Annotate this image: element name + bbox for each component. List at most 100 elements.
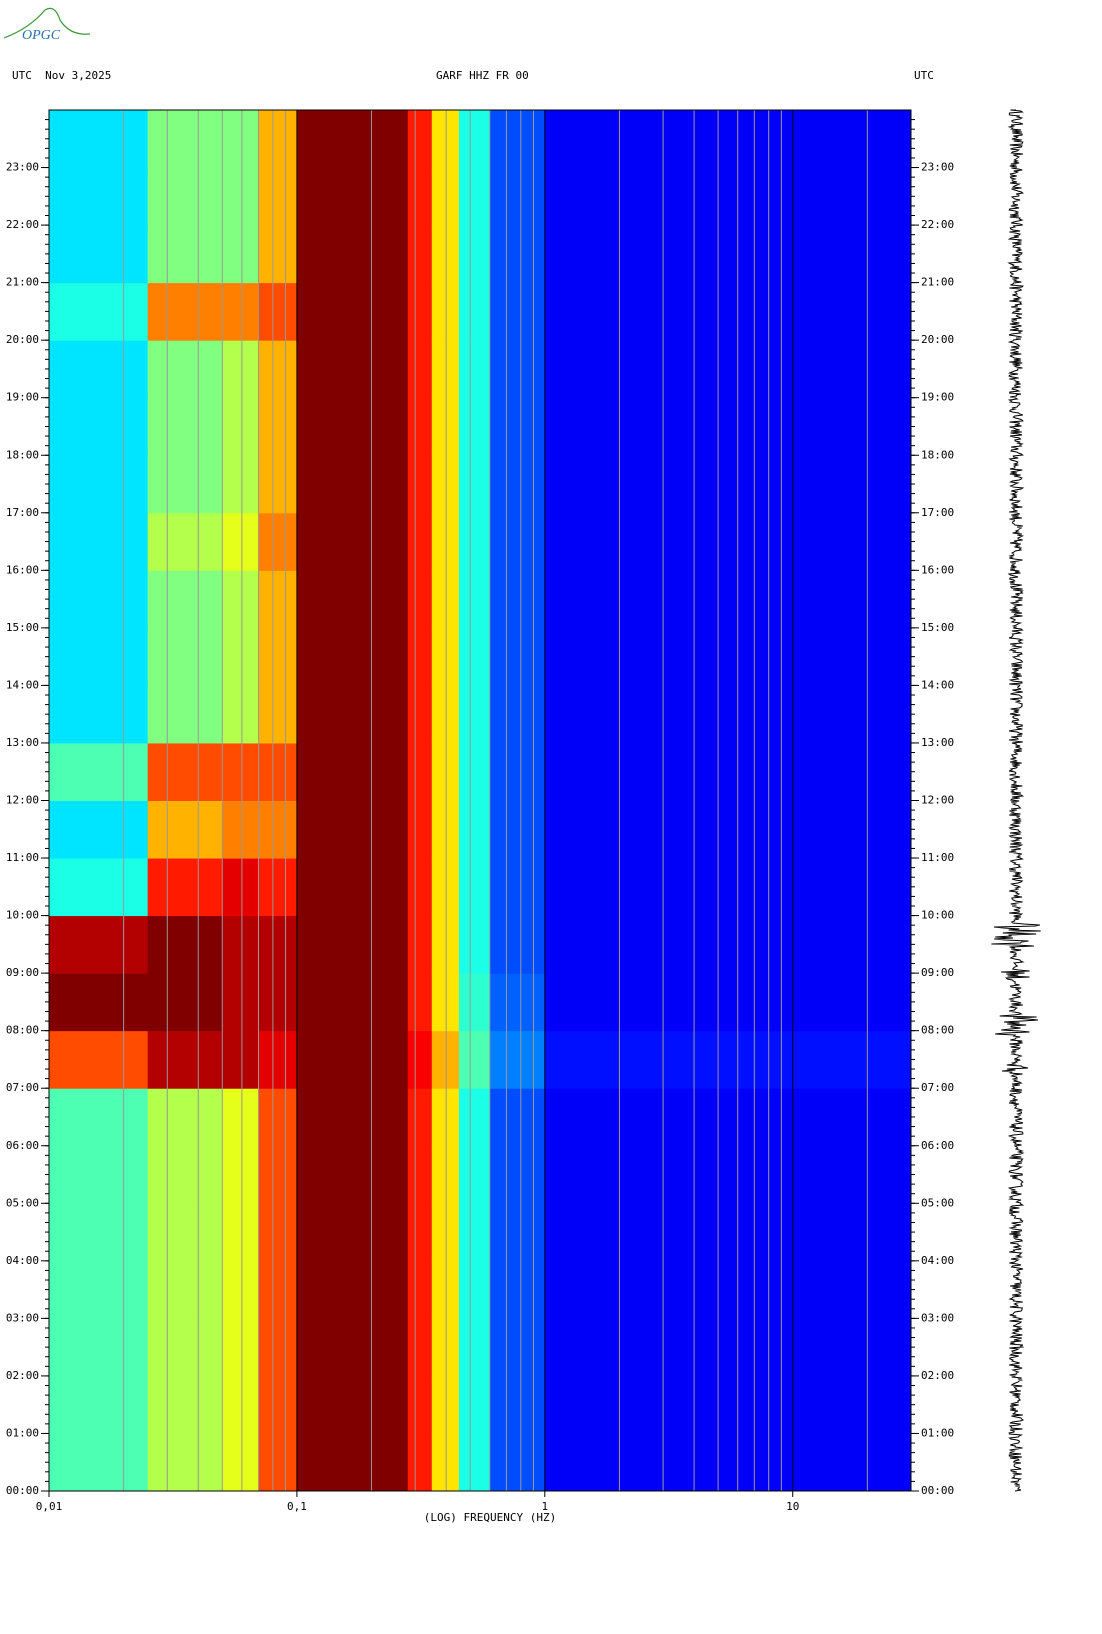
heatmap-cell <box>296 512 409 571</box>
heatmap-cell <box>222 1260 260 1319</box>
heatmap-cell <box>222 627 260 686</box>
heatmap-cell <box>222 512 260 571</box>
heatmap-cell <box>49 1088 149 1147</box>
heatmap-cell <box>458 1203 491 1262</box>
y-tick-label: 07:00 <box>6 1081 39 1094</box>
heatmap-cell <box>407 512 433 571</box>
heatmap-cell <box>544 973 912 1032</box>
heatmap-cell <box>147 512 223 571</box>
heatmap-cell <box>431 282 460 341</box>
heatmap-cell <box>147 282 223 341</box>
heatmap-cell <box>458 282 491 341</box>
heatmap-cell <box>258 800 298 859</box>
y-tick-label-right: 12:00 <box>921 794 954 807</box>
y-tick-label: 01:00 <box>6 1426 39 1439</box>
heatmap-cell <box>458 1088 491 1147</box>
heatmap-cell <box>544 1260 912 1319</box>
heatmap-cell <box>222 1088 260 1147</box>
heatmap-cell <box>222 1318 260 1377</box>
y-tick-label: 08:00 <box>6 1024 39 1037</box>
y-tick-label: 11:00 <box>6 851 39 864</box>
heatmap-cell <box>49 858 149 917</box>
heatmap-cell <box>489 742 546 801</box>
heatmap-cell <box>458 110 491 169</box>
heatmap-cell <box>431 627 460 686</box>
heatmap-cell <box>296 742 409 801</box>
heatmap-cell <box>407 167 433 226</box>
heatmap-cell <box>544 1318 912 1377</box>
heatmap-cell <box>49 800 149 859</box>
heatmap-cell <box>49 167 149 226</box>
heatmap-cell <box>296 455 409 514</box>
heatmap-cell <box>544 858 912 917</box>
heatmap-cell <box>544 1088 912 1147</box>
heatmap-cell <box>458 570 491 629</box>
heatmap-cell <box>458 397 491 456</box>
y-tick-label-right: 16:00 <box>921 563 954 576</box>
y-tick-label-right: 14:00 <box>921 678 954 691</box>
y-tick-label-right: 13:00 <box>921 736 954 749</box>
heatmap-cell <box>147 110 223 169</box>
date-label: UTC Nov 3,2025 <box>12 69 111 82</box>
y-tick-label-right: 15:00 <box>921 621 954 634</box>
heatmap-cell <box>458 512 491 571</box>
heatmap-cell <box>458 1433 491 1492</box>
heatmap-cell <box>458 340 491 399</box>
y-tick-label: 20:00 <box>6 333 39 346</box>
heatmap-cell <box>407 225 433 284</box>
heatmap-cell <box>147 397 223 456</box>
heatmap-cell <box>544 1375 912 1434</box>
heatmap-cell <box>147 570 223 629</box>
heatmap-cell <box>147 685 223 744</box>
heatmap-cell <box>544 340 912 399</box>
heatmap-cell <box>222 685 260 744</box>
heatmap-cell <box>296 397 409 456</box>
heatmap-cell <box>49 915 149 974</box>
y-tick-label: 03:00 <box>6 1311 39 1324</box>
heatmap-cell <box>489 1030 546 1089</box>
heatmap-cell <box>431 1375 460 1434</box>
heatmap-cell <box>458 858 491 917</box>
heatmap-cell <box>544 915 912 974</box>
heatmap-cell <box>296 915 409 974</box>
heatmap-cell <box>258 858 298 917</box>
logo-mark <box>3 7 91 39</box>
heatmap-cell <box>296 1030 409 1089</box>
heatmap-cell <box>407 742 433 801</box>
heatmap-cell <box>296 685 409 744</box>
y-tick-label: 18:00 <box>6 448 39 461</box>
heatmap-cell <box>258 915 298 974</box>
y-tick-label-right: 21:00 <box>921 276 954 289</box>
heatmap-cell <box>489 1260 546 1319</box>
heatmap-cell <box>258 1318 298 1377</box>
y-tick-label-right: 04:00 <box>921 1254 954 1267</box>
heatmap-cell <box>222 1030 260 1089</box>
heatmap-cell <box>147 1433 223 1492</box>
heatmap-cell <box>222 1433 260 1492</box>
heatmap-cell <box>431 167 460 226</box>
y-tick-label-right: 05:00 <box>921 1196 954 1209</box>
heatmap-cell <box>431 742 460 801</box>
heatmap-cell <box>544 1203 912 1262</box>
heatmap-cell <box>431 800 460 859</box>
heatmap-cell <box>258 1433 298 1492</box>
y-tick-label-right: 01:00 <box>921 1426 954 1439</box>
heatmap-cell <box>147 973 223 1032</box>
x-tick-label: 10 <box>786 1500 799 1513</box>
heatmap-cell <box>258 1088 298 1147</box>
heatmap-cell <box>49 340 149 399</box>
heatmap-cell <box>258 1145 298 1204</box>
heatmap-cell <box>489 1318 546 1377</box>
y-tick-label-right: 08:00 <box>921 1024 954 1037</box>
y-tick-label: 21:00 <box>6 276 39 289</box>
heatmap-cell <box>489 1088 546 1147</box>
heatmap-cell <box>407 1433 433 1492</box>
heatmap-cell <box>489 915 546 974</box>
heatmap-cell <box>258 282 298 341</box>
heatmap-cell <box>222 225 260 284</box>
heatmap-cell <box>489 340 546 399</box>
heatmap-cell <box>222 1375 260 1434</box>
axes: 0,01 0,1 1 10 00:00 00:00 01:00 01:00 02:00 02:00… <box>6 109 954 1513</box>
heatmap-cell <box>431 1203 460 1262</box>
heatmap-cell <box>147 167 223 226</box>
